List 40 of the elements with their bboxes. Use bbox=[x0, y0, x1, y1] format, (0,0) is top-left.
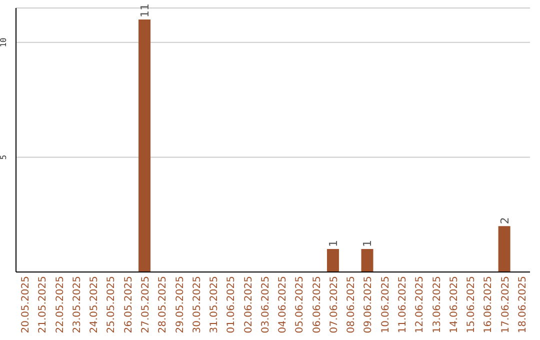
x-tick-label: 09.06.2025 bbox=[363, 276, 374, 334]
data-label: 11 bbox=[138, 3, 152, 18]
x-tick-label: 16.06.2025 bbox=[483, 276, 494, 334]
x-tick-label: 21.05.2025 bbox=[38, 276, 49, 334]
x-tick-label: 28.05.2025 bbox=[158, 276, 169, 334]
x-tick-label: 22.05.2025 bbox=[54, 276, 66, 334]
data-label: 1 bbox=[361, 240, 374, 248]
bar bbox=[361, 249, 374, 272]
x-tick-label: 27.05.2025 bbox=[140, 276, 152, 334]
x-tick-label: 01.06.2025 bbox=[226, 276, 238, 334]
x-tick-label: 04.06.2025 bbox=[278, 276, 289, 334]
x-tick-label: 14.06.2025 bbox=[448, 276, 460, 334]
x-tick-label: 24.05.2025 bbox=[89, 276, 100, 334]
x-tick-label: 17.06.2025 bbox=[500, 276, 512, 334]
y-tick-label: 10 bbox=[0, 37, 8, 48]
bar bbox=[138, 19, 151, 272]
x-tick-label: 02.06.2025 bbox=[243, 276, 254, 334]
x-tick-label: 23.05.2025 bbox=[72, 276, 83, 334]
x-tick-label: 20.05.2025 bbox=[20, 276, 32, 334]
x-tick-label: 10.06.2025 bbox=[380, 276, 392, 334]
bar bbox=[326, 249, 339, 272]
x-tick-label: 12.06.2025 bbox=[414, 276, 426, 334]
x-tick-label: 13.06.2025 bbox=[432, 276, 443, 334]
data-label: 1 bbox=[326, 240, 340, 248]
x-tick-label: 31.05.2025 bbox=[209, 276, 220, 334]
x-tick-label: 18.06.2025 bbox=[517, 276, 528, 334]
x-tick-label: 07.06.2025 bbox=[328, 276, 340, 334]
x-tick-label: 08.06.2025 bbox=[346, 276, 358, 334]
x-tick-label: 30.05.2025 bbox=[192, 276, 203, 334]
x-tick-label: 06.06.2025 bbox=[312, 276, 323, 334]
x-tick-label: 15.06.2025 bbox=[466, 276, 478, 334]
x-tick-label: 11.06.2025 bbox=[398, 276, 408, 334]
x-tick-label: 03.06.2025 bbox=[260, 276, 272, 334]
x-tick-label: 29.05.2025 bbox=[174, 276, 186, 334]
x-tick-label: 05.06.2025 bbox=[294, 276, 306, 334]
data-label: 2 bbox=[498, 217, 512, 224]
bar bbox=[498, 226, 510, 272]
x-tick-label: 25.05.2025 bbox=[106, 276, 118, 334]
y-tick-label: 5 bbox=[0, 154, 8, 160]
x-tick-label: 26.05.2025 bbox=[123, 276, 134, 334]
